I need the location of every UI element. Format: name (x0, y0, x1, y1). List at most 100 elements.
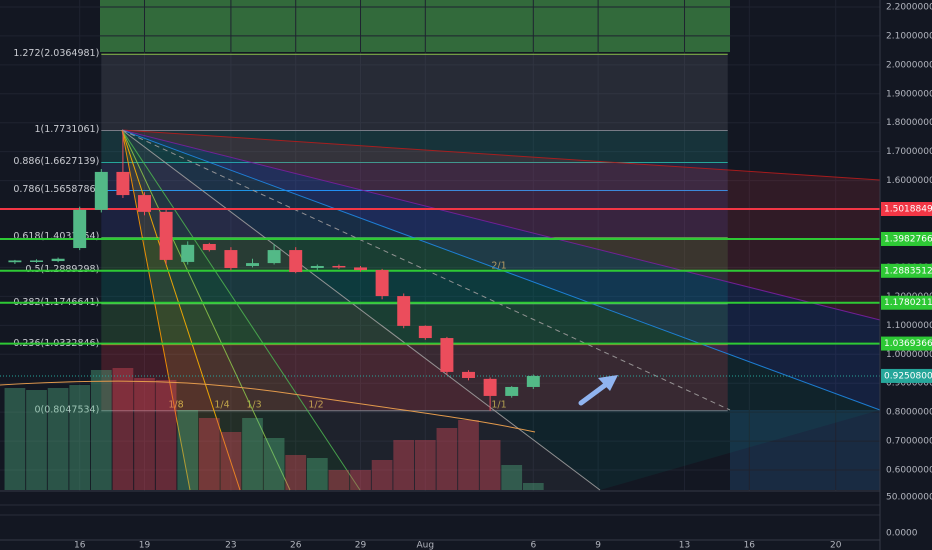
volume-bar (4, 388, 26, 490)
y-tick-label: 0.6000000 (886, 466, 932, 476)
fan-line (121, 129, 881, 321)
volume-ma (0, 380, 536, 433)
indicator-tick-label: 50.000000 (886, 492, 932, 502)
fib-zone (101, 190, 728, 238)
x-tick-label: 26 (290, 541, 302, 550)
volume-bar (501, 465, 523, 490)
x-tick-label: 13 (679, 541, 690, 550)
y-tick-label: 2.0000000 (886, 60, 932, 70)
volume-bar (306, 458, 328, 490)
volume-bar (350, 470, 371, 490)
y-tick-label: 2.2000000 (886, 2, 932, 12)
x-tick-label: 6 (530, 541, 536, 550)
price-tag (881, 336, 932, 351)
volume-bar (414, 440, 436, 490)
volume-bar (112, 368, 134, 490)
candle-body (354, 267, 367, 271)
fib-zone (101, 162, 728, 191)
price-tag (881, 201, 932, 216)
y-tick-label: 1.8000000 (886, 118, 932, 128)
x-tick-label: Aug (417, 541, 435, 550)
fan-label: 1/2 (308, 400, 323, 411)
fib-label: 1(1.7731061) (34, 124, 99, 135)
candle-body (462, 371, 475, 378)
fib-label: 0(0.8047534) (34, 404, 99, 415)
volume-bar (69, 385, 91, 490)
volume-bar (263, 438, 285, 490)
price-tag (881, 231, 932, 246)
volume-bar (242, 418, 263, 490)
volume-bar (285, 455, 307, 490)
price-tag (881, 295, 932, 310)
volume-bar (371, 460, 393, 490)
candle-body (375, 270, 389, 297)
fan-line (121, 129, 601, 491)
candle-body (138, 195, 151, 212)
candle-body (332, 265, 346, 268)
volume-bar (134, 378, 155, 490)
fan-label: 2/1 (491, 261, 506, 272)
volume-bar (458, 420, 479, 490)
candle-body (224, 250, 238, 269)
fan-line (121, 129, 881, 181)
fib-label: 0.886(1.6627139) (13, 156, 99, 167)
fib-top-zone (100, 0, 730, 52)
candle-body (246, 263, 259, 266)
fib-label: 0.786(1.5658786) (13, 184, 99, 195)
volume-bar (522, 483, 544, 490)
gann-fan (121, 129, 881, 491)
volume-bar (90, 370, 112, 490)
candle-body (73, 209, 87, 249)
candle-body (526, 375, 540, 387)
volume-bar (220, 432, 242, 490)
candle-body (8, 260, 22, 263)
volume-bar (177, 410, 199, 490)
fan-line (121, 129, 291, 491)
candle-body (116, 171, 130, 196)
x-tick-label: 19 (139, 541, 151, 550)
y-tick-label: 0.7000000 (886, 437, 932, 447)
y-tick-label: 0.9000000 (886, 379, 932, 389)
fan-zone (122, 130, 880, 490)
volume-bar (47, 388, 69, 490)
x-tick-label: 16 (744, 541, 756, 550)
candle-body (159, 211, 173, 260)
arrow-head (598, 375, 618, 391)
price-tag-label: 1.1780211 (884, 298, 932, 308)
candle-body (483, 378, 497, 396)
price-tag (881, 368, 932, 383)
y-tick-label: 1.1000000 (886, 321, 932, 331)
y-tick-label: 1.9000000 (886, 89, 932, 99)
candle-body (418, 325, 432, 339)
x-tick-label: 9 (595, 541, 601, 550)
price-tag-label: 1.3982766 (884, 234, 932, 244)
fib-label: 1.272(2.0364981) (13, 48, 99, 59)
x-tick-label: 23 (225, 541, 236, 550)
fan-label: 1/8 (168, 400, 183, 411)
volume-bar (479, 440, 501, 490)
price-tag-label: 1.2883512 (884, 266, 932, 276)
candle-body (310, 265, 324, 269)
candle-body (397, 296, 411, 326)
fan-label: 1/3 (246, 400, 261, 411)
volume-bar (328, 470, 350, 490)
candles (8, 130, 540, 411)
candle-body (440, 338, 454, 372)
indicator-tick-label: 0.0000 (886, 529, 918, 539)
y-tick-label: 1.7000000 (886, 147, 932, 157)
candle-body (505, 386, 519, 396)
volume-group (4, 368, 544, 490)
arrow (578, 375, 618, 406)
price-tag-label: 0.9250800 (884, 371, 932, 381)
y-tick-label: 1.0000000 (886, 350, 932, 360)
y-tick-label: 0.8000000 (886, 408, 932, 418)
candle-body (181, 244, 195, 262)
fan-label: 1/1 (491, 400, 506, 411)
volume-bar (436, 428, 458, 490)
volume-bar (26, 390, 47, 490)
fib-zone (101, 237, 728, 271)
fan-label: 1/4 (214, 400, 229, 411)
fan-line (121, 129, 361, 491)
